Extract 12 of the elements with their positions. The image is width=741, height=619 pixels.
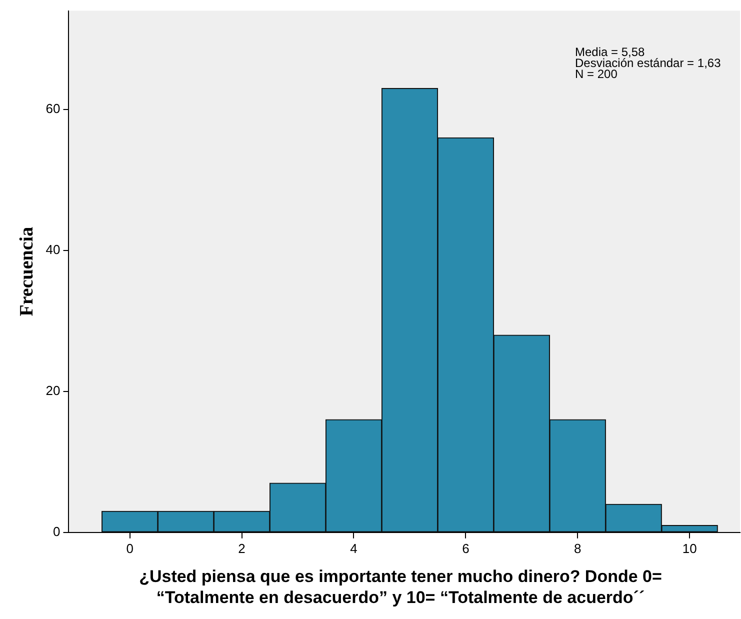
y-axis-title: Frecuencia [16, 226, 38, 316]
x-tick-label: 2 [238, 540, 246, 556]
x-tick-label: 6 [462, 540, 470, 556]
y-tick-label: 40 [46, 242, 60, 258]
y-tick-label: 0 [53, 524, 60, 539]
x-tick-label: 8 [574, 540, 582, 556]
x-axis-title: ¿Usted piensa que es importante tener mucho dinero? Donde 0= “Totalmente en desacuerdo” y 10= “Totalmente de acuerdo´´ [138, 566, 663, 608]
y-tick-label: 60 [46, 101, 60, 116]
x-tick-label: 0 [126, 540, 134, 556]
x-tick-label: 4 [350, 540, 358, 556]
y-tick-label: 20 [46, 383, 60, 398]
x-tick-label: 10 [682, 540, 697, 556]
